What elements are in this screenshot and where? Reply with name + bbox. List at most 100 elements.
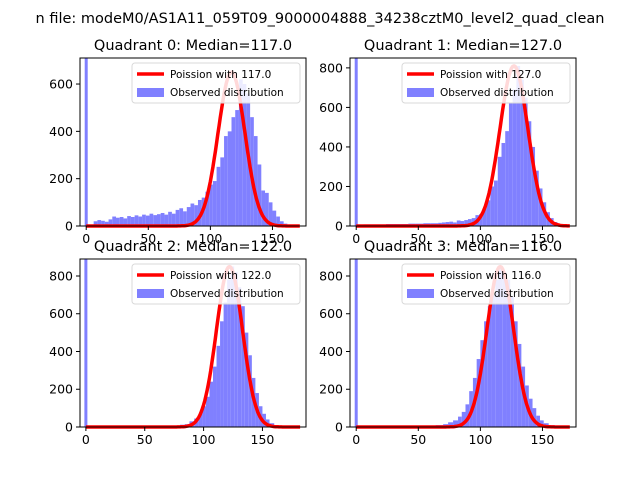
- histogram-bar: [453, 420, 459, 427]
- y-tick-label: 0: [65, 219, 73, 234]
- histogram-bar: [145, 215, 150, 226]
- y-tick-label: 0: [65, 420, 73, 435]
- histogram-bar: [465, 404, 470, 427]
- histogram-bar: [505, 131, 509, 226]
- y-tick-label: 200: [319, 382, 343, 397]
- chart-title: Quadrant 1: Median=127.0: [364, 38, 562, 54]
- legend-fit-label: Poission with 127.0: [440, 69, 541, 81]
- histogram-bar: [501, 142, 506, 226]
- histogram-bar: [209, 184, 213, 226]
- histogram-bar: [482, 208, 487, 226]
- histogram-bar: [532, 408, 537, 427]
- histogram-bar: [227, 131, 232, 226]
- x-tick-label: 100: [192, 432, 216, 447]
- histogram-bar: [539, 420, 544, 427]
- histogram-bar: [213, 366, 217, 427]
- histogram-bar: [248, 355, 252, 427]
- y-tick-label: 200: [49, 382, 73, 397]
- histogram-bar: [216, 345, 221, 427]
- histogram-bar: [93, 221, 98, 226]
- legend-observed-label: Observed distribution: [170, 288, 284, 300]
- y-tick-label: 400: [319, 139, 343, 154]
- histogram-bar: [538, 188, 543, 226]
- histogram-bar: [84, 259, 88, 427]
- histogram-bar: [142, 214, 146, 226]
- histogram-bar: [279, 221, 284, 226]
- histogram-bar: [171, 213, 176, 226]
- y-tick-label: 400: [49, 344, 73, 359]
- axes-frame: [79, 57, 307, 227]
- y-tick-label: 600: [49, 77, 73, 92]
- x-tick-label: 0: [352, 231, 360, 246]
- histogram-bar: [536, 415, 540, 427]
- histogram-bar: [116, 217, 120, 226]
- legend-bar-swatch: [407, 289, 434, 298]
- histogram-bar: [134, 215, 139, 226]
- histogram-bar: [490, 186, 495, 226]
- legend-box: [131, 62, 301, 104]
- histogram-bar: [224, 136, 228, 226]
- histogram-bar: [506, 279, 511, 427]
- histogram-bar: [127, 216, 131, 226]
- histogram-bar: [112, 216, 117, 226]
- histogram-bar: [523, 97, 528, 226]
- histogram-bar: [265, 192, 269, 226]
- histogram-bar: [520, 79, 524, 226]
- histogram-bar: [149, 213, 154, 226]
- x-tick-label: 100: [198, 231, 222, 246]
- histogram-bar: [234, 272, 238, 427]
- histogram-bar: [461, 411, 466, 427]
- histogram-bar: [456, 220, 461, 226]
- histogram-bar: [480, 340, 485, 427]
- histogram-bar: [512, 89, 517, 226]
- legend: Poission with 117.0 Observed distribution: [131, 62, 301, 104]
- histogram-bar: [216, 166, 221, 226]
- histogram-bar: [237, 287, 242, 427]
- axes-frame: [79, 258, 307, 428]
- histogram-bar: [513, 321, 518, 427]
- x-tick-label: 150: [531, 231, 555, 246]
- histogram-bar: [508, 103, 513, 226]
- histogram-bar: [123, 218, 128, 226]
- y-tick-label: 400: [319, 344, 343, 359]
- y-tick-label: 0: [335, 420, 343, 435]
- histogram-bar: [84, 58, 88, 226]
- histogram-bar: [494, 180, 498, 226]
- histogram-bar: [179, 208, 184, 226]
- chart-title: Quadrant 0: Median=117.0: [94, 38, 292, 54]
- histogram-bar: [230, 266, 235, 427]
- legend-box: [401, 62, 571, 104]
- histogram-bar: [502, 272, 507, 427]
- histogram-bar: [460, 221, 465, 226]
- legend-bar-swatch: [407, 88, 434, 97]
- histogram-bar: [108, 219, 113, 226]
- histogram-bar: [183, 211, 187, 226]
- legend-bar-swatch: [137, 88, 164, 97]
- legend-box: [131, 263, 301, 305]
- histogram-bar: [244, 332, 249, 427]
- histogram-bar: [238, 79, 243, 226]
- histogram-bar: [497, 156, 502, 226]
- x-tick-label: 150: [261, 231, 285, 246]
- histogram-bar: [104, 221, 109, 226]
- chart-title: Quadrant 3: Median=116.0: [364, 239, 562, 255]
- x-tick-label: 50: [410, 432, 426, 447]
- x-tick-label: 100: [468, 432, 492, 447]
- histogram-bar: [194, 205, 198, 226]
- x-tick-label: 50: [137, 432, 153, 447]
- histogram-bar: [198, 413, 203, 427]
- histogram-bar: [235, 110, 239, 226]
- histogram-bar: [223, 302, 228, 427]
- y-tick-label: 200: [49, 171, 73, 186]
- y-tick-label: 800: [319, 268, 343, 283]
- histogram-bar: [220, 157, 225, 226]
- histogram-bar: [535, 170, 539, 226]
- y-tick-label: 0: [335, 219, 343, 234]
- histogram-bar: [261, 190, 266, 226]
- histogram-bar: [205, 396, 210, 427]
- histogram-bar: [253, 136, 258, 226]
- legend-observed-label: Observed distribution: [440, 288, 554, 300]
- histogram-bar: [484, 321, 488, 427]
- histogram-bar: [160, 212, 165, 226]
